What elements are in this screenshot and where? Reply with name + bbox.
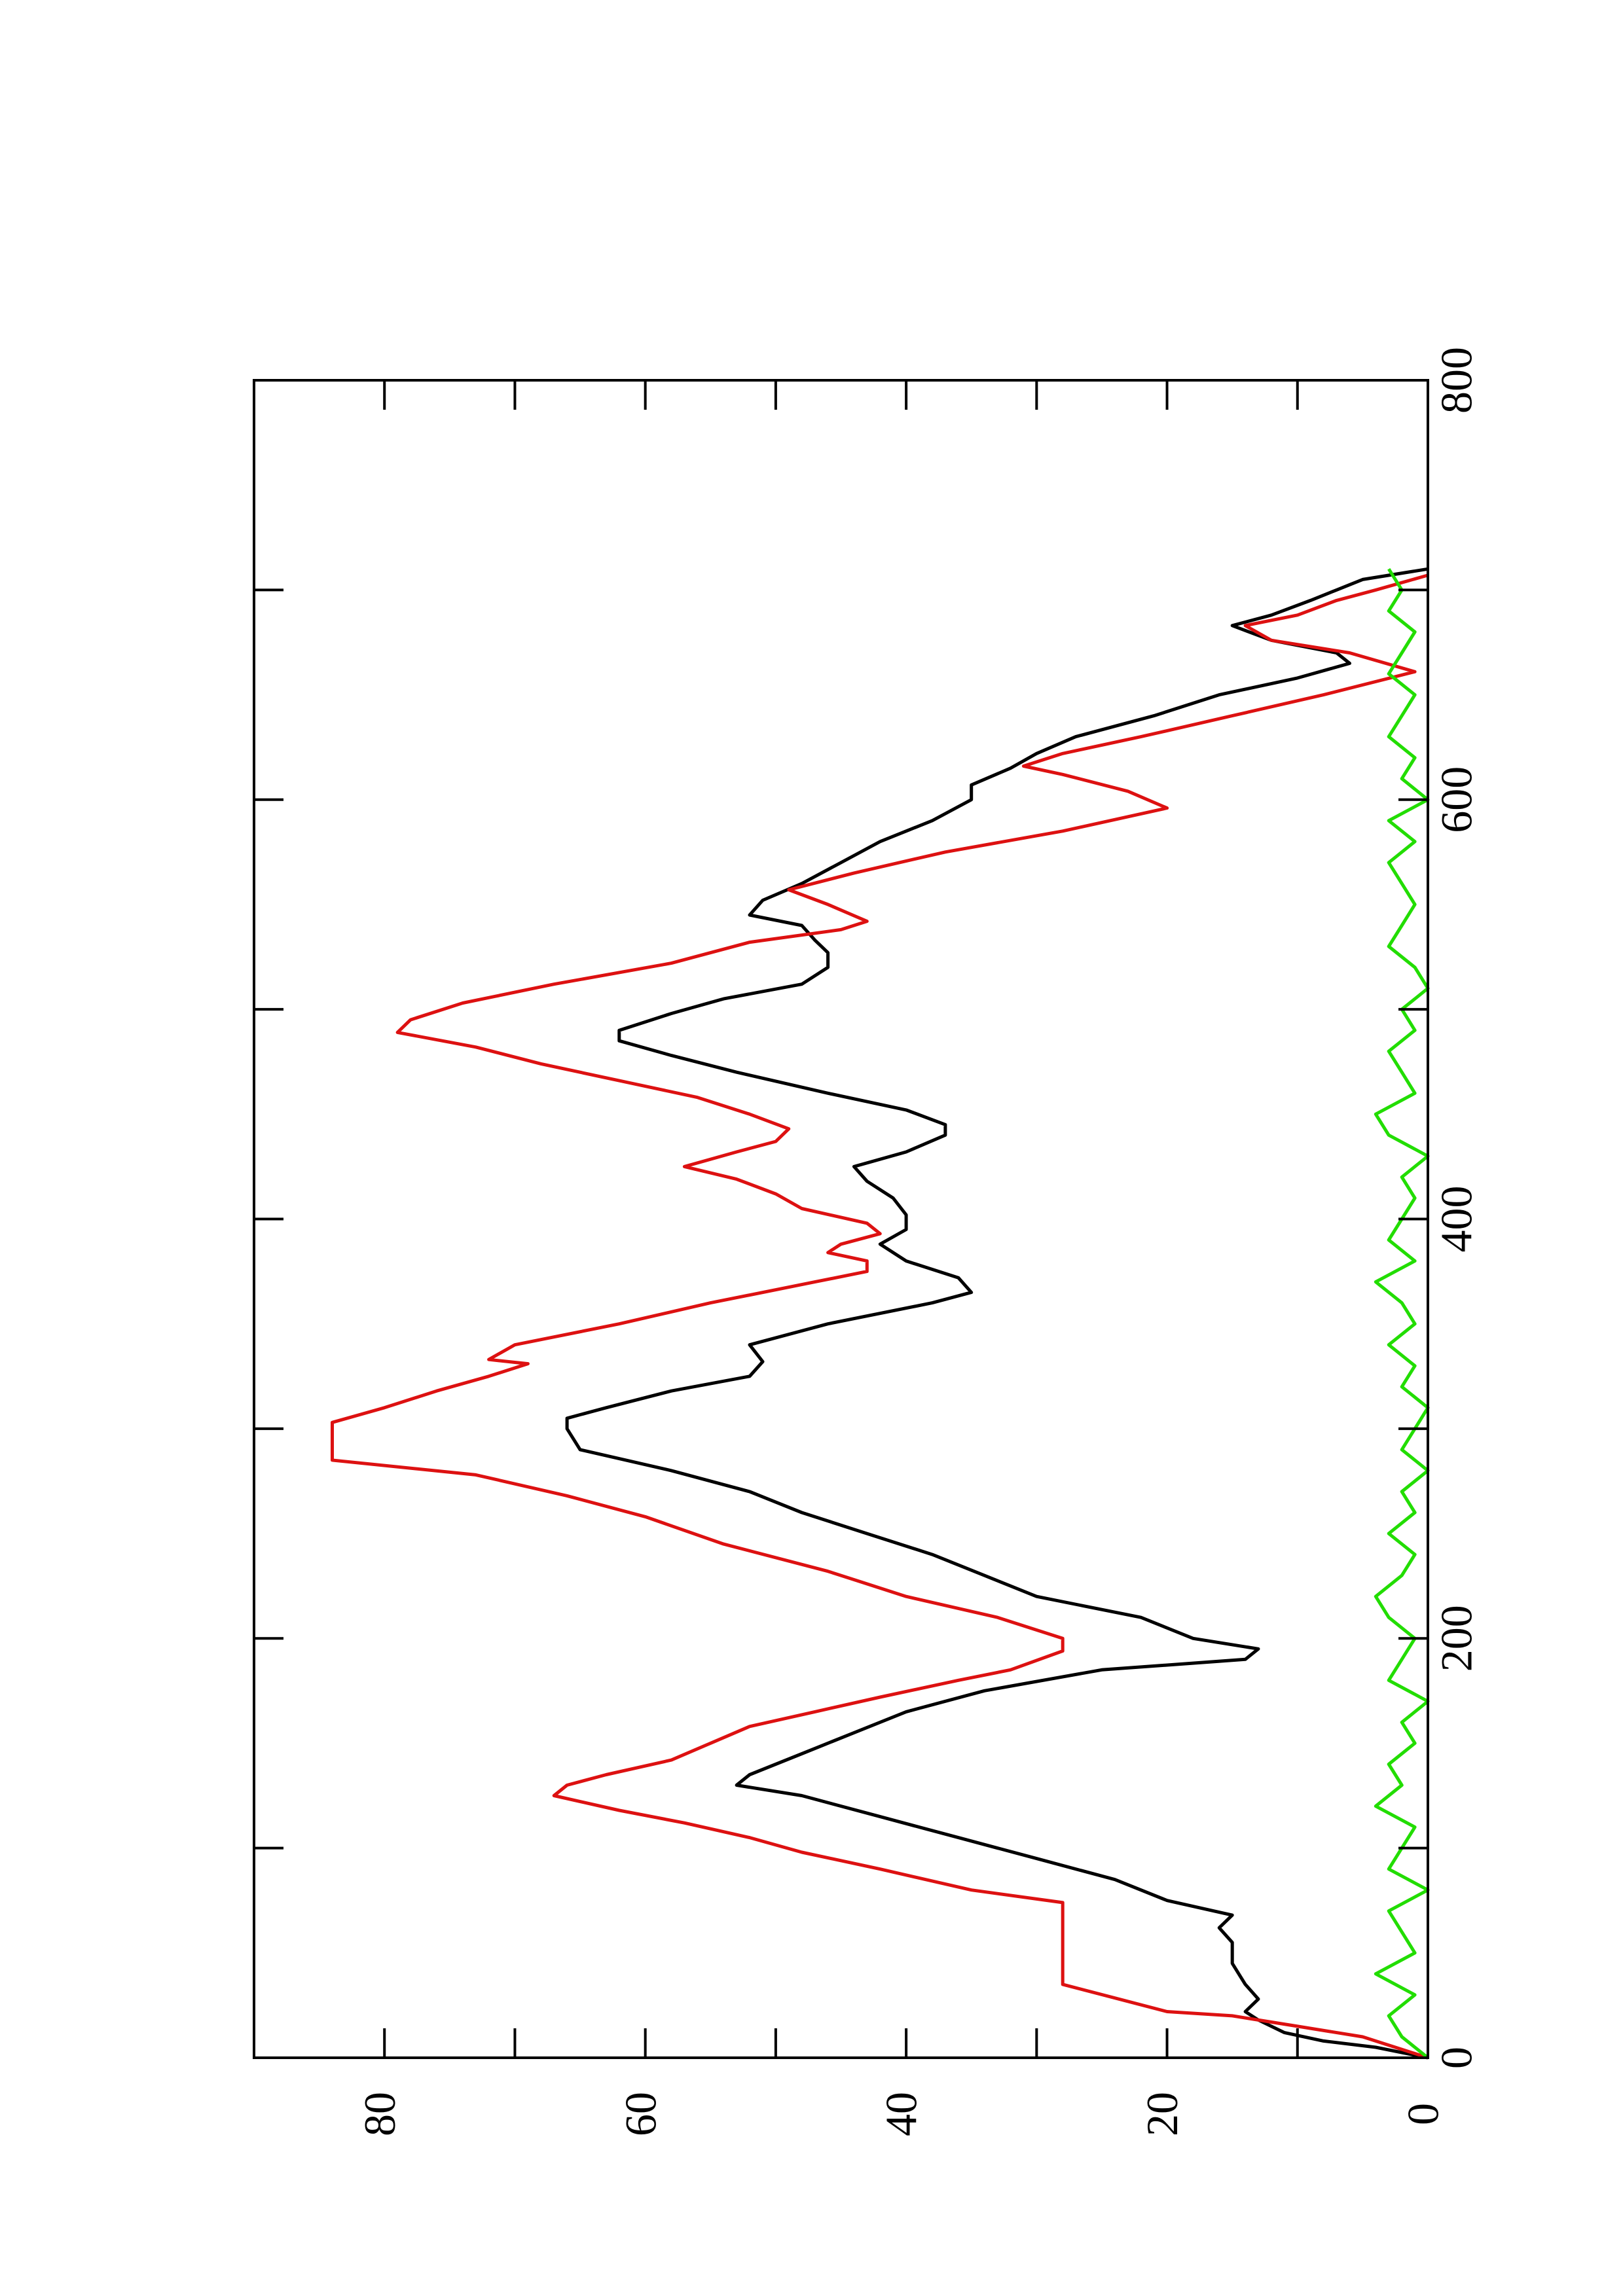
y-tick-label: 20 [1137,2092,1187,2136]
data-line [1374,567,1430,2059]
data-line [331,573,1429,2060]
y-tick-label: 60 [615,2092,665,2136]
y-tick-label: 80 [355,2092,405,2136]
data-line [565,567,1429,2060]
x-tick-label: 600 [1432,766,1482,833]
x-tick-label: 0 [1432,2047,1482,2069]
y-tick-label: 0 [1398,2103,1448,2125]
x-tick-label: 200 [1432,1605,1482,1672]
y-tick-label: 40 [877,2092,926,2136]
x-tick-label: 400 [1432,1186,1482,1253]
x-tick-label: 800 [1432,347,1482,414]
